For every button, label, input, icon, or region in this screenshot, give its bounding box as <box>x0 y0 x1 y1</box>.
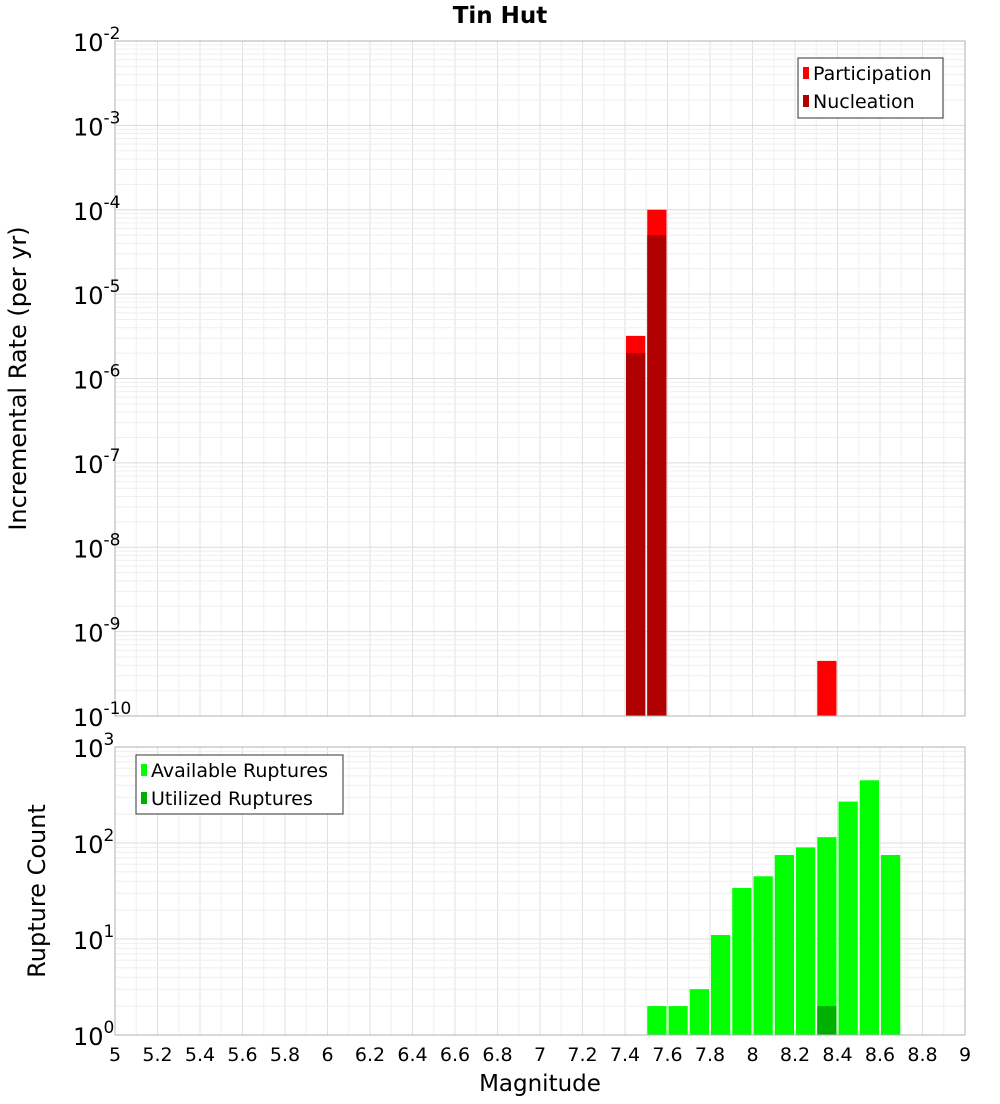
x-tick-label: 6 <box>321 1044 333 1066</box>
available-ruptures-bar <box>838 801 858 1035</box>
x-tick-label: 6.4 <box>397 1044 427 1066</box>
x-tick-label: 8 <box>746 1044 758 1066</box>
x-tick-label: 5.2 <box>142 1044 172 1066</box>
y-tick-label: 10-5 <box>73 277 121 310</box>
plot-frame <box>114 746 966 1036</box>
legend-box <box>797 57 944 119</box>
x-tick-label: 6.8 <box>482 1044 512 1066</box>
rate-panel: 10-10 10-9 10-8 10-7 10-6 10-5 10-4 10-3 10-2 Inc… <box>4 3 966 732</box>
x-tick-label: 8.2 <box>780 1044 810 1066</box>
legend-label: Utilized Ruptures <box>151 788 313 810</box>
y-tick-label: 10-6 <box>73 362 121 395</box>
x-tick-label: 7.4 <box>610 1044 640 1066</box>
y-tick-label: 101 <box>73 922 114 955</box>
legend-label: Nucleation <box>813 91 915 113</box>
utilized-ruptures-bar <box>817 1006 837 1035</box>
legend-swatch <box>803 95 809 107</box>
x-axis-label: Magnitude <box>479 1071 601 1097</box>
x-tick-label: 7.2 <box>567 1044 597 1066</box>
available-ruptures-bar <box>711 935 731 1035</box>
available-ruptures-bar <box>796 847 816 1035</box>
y-tick-label: 10-4 <box>73 193 121 226</box>
available-ruptures-bar <box>859 780 879 1035</box>
participation-bar <box>817 660 837 716</box>
available-ruptures-bar <box>689 989 709 1035</box>
x-tick-label: 5.6 <box>227 1044 257 1066</box>
legend-swatch <box>141 764 147 776</box>
legend: Available Ruptures Utilized Ruptures <box>135 754 344 815</box>
chart-title: Tin Hut <box>453 3 548 29</box>
available-ruptures-bar <box>732 887 752 1035</box>
x-tick-label: 8.8 <box>907 1044 937 1066</box>
x-tick-label: 5 <box>109 1044 121 1066</box>
y-tick-label: 100 <box>73 1018 114 1051</box>
y-axis-label: Incremental Rate (per yr) <box>4 226 32 530</box>
available-ruptures-bar <box>881 854 901 1035</box>
available-ruptures-bar <box>647 1006 667 1035</box>
x-tick-label: 7 <box>534 1044 546 1066</box>
x-tick-label: 7.8 <box>695 1044 725 1066</box>
available-ruptures-bar <box>774 854 794 1035</box>
x-tick-label: 8.4 <box>822 1044 852 1066</box>
y-tick-label: 102 <box>73 826 114 859</box>
x-tick-label: 6.2 <box>355 1044 385 1066</box>
x-tick-label: 6.6 <box>440 1044 470 1066</box>
x-tick-label: 5.4 <box>185 1044 215 1066</box>
available-ruptures-bar <box>817 837 837 1035</box>
available-ruptures-bar <box>668 1006 688 1035</box>
y-tick-label: 10-9 <box>73 615 121 648</box>
y-tick-label: 10-2 <box>73 24 121 57</box>
x-tick-label: 5.8 <box>270 1044 300 1066</box>
nucleation-bar <box>647 235 667 716</box>
x-tick-label: 8.6 <box>865 1044 895 1066</box>
legend-box <box>135 754 344 815</box>
available-ruptures-bar <box>753 876 773 1035</box>
nucleation-bar <box>626 353 646 716</box>
x-tick-label: 7.6 <box>652 1044 682 1066</box>
legend-swatch <box>803 67 809 79</box>
y-tick-label: 10-3 <box>73 108 121 141</box>
legend-label: Participation <box>813 63 932 85</box>
legend-label: Available Ruptures <box>151 760 328 782</box>
legend-swatch <box>141 792 147 804</box>
y-tick-label: 103 <box>73 730 114 763</box>
y-axis-label: Rupture Count <box>23 804 51 978</box>
y-tick-label: 10-8 <box>73 530 121 563</box>
y-tick-label: 10-7 <box>73 446 121 479</box>
legend: Participation Nucleation <box>797 57 944 119</box>
x-tick-label: 9 <box>959 1044 971 1066</box>
plot-frame <box>114 40 966 717</box>
y-tick-label: 10-10 <box>73 699 131 732</box>
